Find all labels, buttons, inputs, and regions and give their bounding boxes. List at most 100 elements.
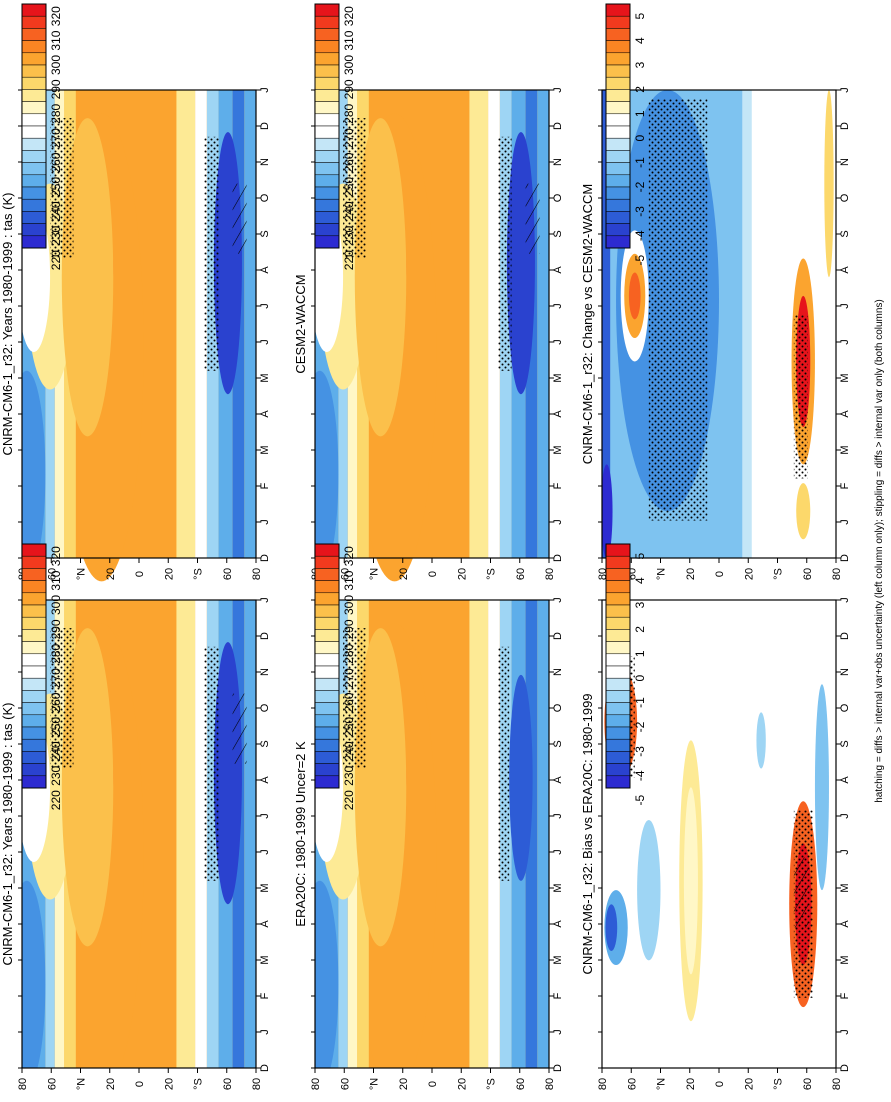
month-tick-label: M [552, 883, 564, 892]
colorbar-swatch [314, 89, 340, 102]
colorbar-swatch [314, 690, 340, 703]
month-tick-label: J [259, 303, 271, 309]
month-tick-label: N [552, 668, 564, 676]
colorbar-label: -1 [633, 697, 647, 708]
colorbar-swatch [605, 580, 631, 594]
colorbar-label: 320 [49, 6, 63, 26]
colorbar-swatch [21, 125, 47, 139]
colorbar-swatch [21, 137, 47, 151]
month-tick-label: F [552, 992, 564, 999]
lat-tick-label: 20 [163, 568, 175, 580]
colorbar-swatch [21, 162, 47, 176]
panel-title: CNRM-CM6-1_r32: Years 1980-1999 : tas (K… [0, 702, 15, 965]
month-tick-label: D [552, 554, 564, 562]
colorbar-label: 270 [49, 128, 63, 148]
colorbar-swatch [21, 223, 47, 237]
colorbar-swatch [21, 714, 47, 728]
lat-tick-label: 80 [831, 568, 843, 580]
month-tick-label: J [552, 813, 564, 819]
lat-tick-label: 60 [515, 568, 527, 580]
lat-tick-label: 80 [544, 1078, 556, 1090]
contour-band [176, 600, 196, 1068]
colorbar-label: 1 [633, 650, 647, 657]
month-tick-label: J [259, 519, 271, 525]
colorbar-label: 270 [342, 128, 356, 148]
month-tick-label: A [839, 776, 851, 784]
month-tick-label: J [839, 813, 851, 819]
contour-band [796, 483, 811, 540]
colorbar-label: 250 [49, 177, 63, 197]
panel-title: CNRM-CM6-1_r32: Change vs CESM2-WACCM [580, 184, 595, 465]
month-tick-label: J [839, 849, 851, 855]
lat-tick-label: 20 [685, 568, 697, 580]
colorbar-swatch [314, 40, 340, 54]
lat-tick-label: 60 [339, 1078, 351, 1090]
month-tick-label: A [839, 410, 851, 418]
contour-band [756, 712, 766, 769]
lat-tick-label: 60 [802, 568, 814, 580]
colorbar-label: 4 [633, 577, 647, 584]
colorbar-label: 240 [49, 741, 63, 761]
colorbar-abs-bottom: 320 310 300 290 280 270 260 250 240 230 220 [21, 543, 63, 810]
month-tick-label: F [259, 482, 271, 489]
lat-tick-label: °S [486, 1078, 498, 1090]
colorbar-label: 240 [342, 201, 356, 221]
lat-tick-label: °N [656, 1078, 668, 1090]
colorbar-label: 220 [342, 790, 356, 810]
colorbar-label: 320 [49, 546, 63, 566]
month-tick-label: J [839, 519, 851, 525]
lat-tick-label: 80 [597, 1078, 609, 1090]
panel-title: CESM2-WACCM [293, 274, 308, 373]
month-tick-label: M [552, 445, 564, 454]
colorbar-label: 280 [49, 643, 63, 663]
colorbar-swatch [21, 775, 47, 789]
hatching [232, 693, 247, 764]
colorbar-label: 250 [49, 717, 63, 737]
colorbar-frame [21, 543, 47, 789]
colorbar-swatch [21, 3, 47, 17]
contour-band [244, 600, 256, 1068]
month-tick-label: J [552, 1029, 564, 1035]
lat-tick-label: 0 [134, 571, 146, 577]
panel-title: ERA20C: 1980-1999 Uncer=2 K [293, 741, 308, 927]
month-tick-label: M [552, 373, 564, 382]
panel-axes: DJFMAMJJASONDJ8060°N20020°S6080CNRM-CM6-… [0, 87, 271, 580]
month-tick-label: D [552, 632, 564, 640]
contour-band [244, 90, 256, 558]
contour-band [469, 600, 489, 1068]
colorbar-swatch [21, 555, 47, 569]
month-tick-label: O [259, 703, 271, 712]
stippling [343, 118, 367, 259]
colorbar-swatch [21, 629, 47, 642]
colorbar-frame [605, 543, 631, 789]
colorbar-swatch [314, 629, 340, 642]
colorbar-label: 310 [342, 30, 356, 50]
lat-tick-label: °S [773, 1078, 785, 1090]
month-tick-label: J [259, 597, 271, 603]
colorbar-swatch [21, 604, 47, 618]
contour-band [22, 880, 46, 1068]
colorbar-swatch [21, 235, 47, 249]
colorbar-label: 270 [342, 668, 356, 688]
colorbar-label: -2 [633, 181, 647, 192]
colorbar-frame [605, 3, 631, 249]
contour-band [742, 90, 752, 558]
colorbar-swatch [605, 690, 631, 703]
panel-field [315, 90, 549, 582]
lat-tick-label: 80 [544, 568, 556, 580]
month-tick-label: M [552, 955, 564, 964]
month-tick-label: D [839, 122, 851, 130]
colorbar-swatch [314, 198, 340, 212]
colorbar-swatch [314, 555, 340, 569]
lat-tick-label: 60 [339, 568, 351, 580]
contour-band [537, 90, 549, 558]
colorbar-label: 280 [342, 103, 356, 123]
month-tick-label: A [839, 266, 851, 274]
colorbar-label: -3 [633, 206, 647, 217]
colorbar-label: 320 [342, 6, 356, 26]
hatching [232, 183, 247, 254]
colorbar-label: -2 [633, 721, 647, 732]
